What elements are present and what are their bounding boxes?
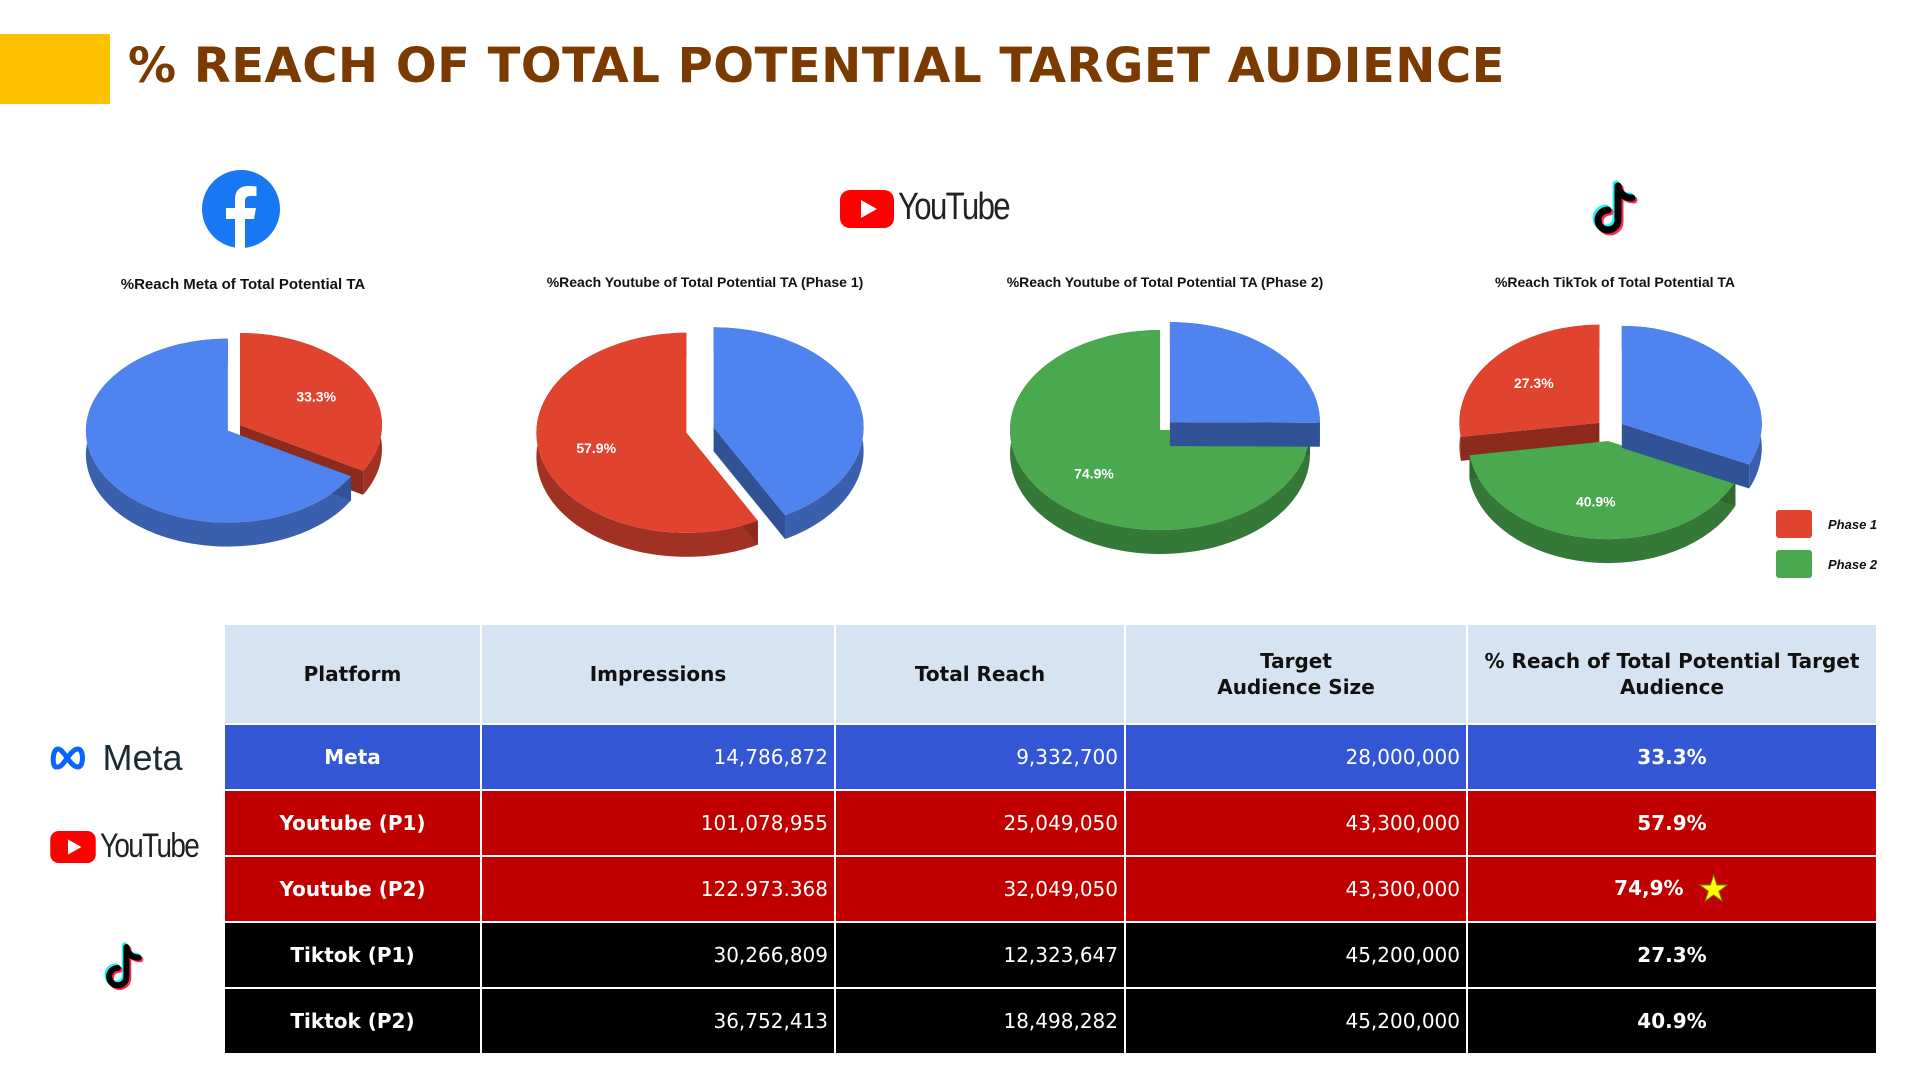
pie-slice-side	[1469, 455, 1736, 564]
title-accent-bar	[0, 34, 110, 104]
cell-impressions: 30,266,809	[480, 921, 836, 989]
pie-slice-top	[1459, 324, 1600, 437]
table-row: Meta 14,786,872 9,332,700 28,000,000 33.…	[223, 723, 1878, 791]
cell-platform: Meta	[223, 723, 482, 791]
cell-reach-pct: 74,9%	[1614, 875, 1684, 900]
cell-audience-size: 43,300,000	[1124, 855, 1468, 923]
chart-title-youtube-p1: %Reach Youtube of Total Potential TA (Ph…	[546, 274, 864, 290]
pie-chart-3: 27.3% 40.9%	[1459, 324, 1762, 564]
legend-item-phase2: Phase 2	[1776, 544, 1877, 584]
pie-data-label: 33.3%	[296, 388, 336, 404]
pie-slice: 27.3%	[1459, 324, 1600, 461]
pie-slice	[85, 338, 352, 547]
column-header: Platform	[223, 623, 482, 725]
cell-total-reach: 25,049,050	[834, 789, 1126, 857]
cell-total-reach: 12,323,647	[834, 921, 1126, 989]
legend-swatch-phase2	[1776, 550, 1812, 578]
pie-slice-top	[85, 338, 352, 523]
cell-impressions: 122.973.368	[480, 855, 836, 923]
cell-audience-size: 45,200,000	[1124, 921, 1468, 989]
pie-slice-wall	[1460, 422, 1600, 461]
chart-title-youtube-p2: %Reach Youtube of Total Potential TA (Ph…	[1006, 274, 1324, 290]
chart-title-meta: %Reach Meta of Total Potential TA	[120, 276, 366, 293]
pie-slice	[1169, 322, 1320, 447]
pie-slice-wall	[713, 427, 786, 540]
cell-reach-pct: 40.9%	[1466, 987, 1878, 1055]
pie-chart-2: 74.9%	[1010, 322, 1320, 554]
cell-reach-pct: 57.9%	[1466, 789, 1878, 857]
pie-slice-wall	[1621, 423, 1750, 489]
cell-audience-size: 43,300,000	[1124, 789, 1468, 857]
column-header: Total Reach	[834, 623, 1126, 725]
table-header-row: Platform Impressions Total Reach Target …	[223, 623, 1878, 725]
pie-slice-wall	[1169, 422, 1320, 447]
youtube-wordmark: YouTube	[898, 186, 1011, 228]
pie-slice: 40.9%	[1469, 441, 1736, 564]
cell-platform: Youtube (P1)	[223, 789, 482, 857]
column-header: % Reach of Total Potential Target Audien…	[1466, 623, 1878, 725]
cell-audience-size: 28,000,000	[1124, 723, 1468, 791]
pie-data-label: 27.3%	[1514, 375, 1554, 391]
pie-data-label: 40.9%	[1576, 493, 1616, 509]
cell-total-reach: 18,498,282	[834, 987, 1126, 1055]
pie-slice-top	[240, 333, 382, 471]
youtube-icon	[50, 830, 96, 863]
cell-impressions: 14,786,872	[480, 723, 836, 791]
cell-total-reach: 32,049,050	[834, 855, 1126, 923]
column-header: Target Audience Size	[1124, 623, 1468, 725]
pie-slice-top	[1621, 325, 1762, 465]
table-row: Youtube (P1) 101,078,955 25,049,050 43,3…	[223, 789, 1878, 857]
pie-slice-side	[536, 332, 758, 557]
cell-audience-size: 45,200,000	[1124, 987, 1468, 1055]
meta-logo: Meta	[50, 737, 183, 779]
pie-slice: 57.9%	[536, 332, 758, 557]
pie-data-label: 57.9%	[576, 440, 616, 456]
cell-impressions: 101,078,955	[480, 789, 836, 857]
page-title: % REACH OF TOTAL POTENTIAL TARGET AUDIEN…	[128, 38, 1505, 94]
legend-item-phase1: Phase 1	[1776, 504, 1877, 544]
column-header: Impressions	[480, 623, 836, 725]
cell-platform: Tiktok (P2)	[223, 987, 482, 1055]
cell-reach-pct-cell: 74,9% ★	[1466, 855, 1878, 923]
facebook-icon	[202, 170, 280, 248]
reach-table: Platform Impressions Total Reach Target …	[223, 623, 1878, 1055]
pie-slice-top	[1169, 322, 1320, 423]
cell-platform: Youtube (P2)	[223, 855, 482, 923]
meta-infinity-icon	[50, 746, 85, 770]
table-row: Tiktok (P1) 30,266,809 12,323,647 45,200…	[223, 921, 1878, 989]
table-row: Youtube (P2) 122.973.368 32,049,050 43,3…	[223, 855, 1878, 923]
pie-chart-1: 57.9%	[536, 327, 864, 557]
cell-reach-pct: 33.3%	[1466, 723, 1878, 791]
youtube-logo-table: YouTube	[50, 827, 220, 866]
pie-slice-top	[1010, 330, 1310, 531]
legend-swatch-phase1	[1776, 510, 1812, 538]
tiktok-icon	[104, 942, 144, 991]
cell-total-reach: 9,332,700	[834, 723, 1126, 791]
table-row: Tiktok (P2) 36,752,413 18,498,282 45,200…	[223, 987, 1878, 1055]
youtube-icon	[840, 190, 894, 228]
meta-wordmark: Meta	[102, 737, 183, 778]
pie-slice	[713, 327, 864, 540]
chart-title-tiktok: %Reach TikTok of Total Potential TA	[1494, 274, 1736, 290]
pie-slice	[1621, 325, 1762, 489]
youtube-wordmark: YouTube	[100, 827, 200, 865]
cell-impressions: 36,752,413	[480, 987, 836, 1055]
cell-platform: Tiktok (P1)	[223, 921, 482, 989]
legend-label: Phase 2	[1828, 556, 1878, 572]
pie-data-label: 74.9%	[1074, 466, 1114, 482]
pie-slice-top	[536, 332, 758, 533]
pie-slice-top	[713, 327, 864, 516]
legend-label: Phase 1	[1828, 516, 1878, 532]
tiktok-icon	[1592, 180, 1638, 236]
pie-slice-top	[1469, 441, 1736, 540]
chart-legend: Phase 1 Phase 2	[1776, 504, 1877, 584]
pie-chart-0: 33.3%	[85, 333, 383, 547]
pie-charts: 33.3% 57.9% 74.9% 27.3% 40.9%	[85, 322, 1762, 564]
cell-reach-pct: 27.3%	[1466, 921, 1878, 989]
star-icon: ★	[1697, 868, 1730, 910]
